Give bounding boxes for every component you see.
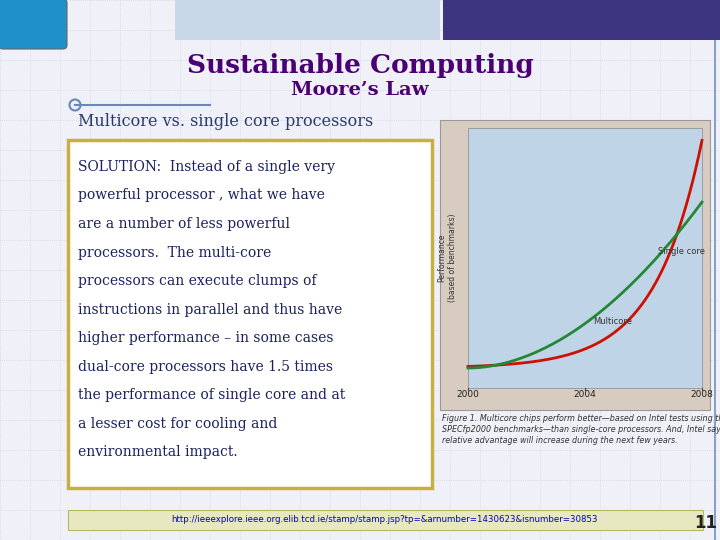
Text: a lesser cost for cooling and: a lesser cost for cooling and: [78, 417, 277, 431]
FancyBboxPatch shape: [0, 0, 67, 49]
Text: Performance
(based of benchmarks): Performance (based of benchmarks): [437, 214, 456, 302]
Text: the performance of single core and at: the performance of single core and at: [78, 388, 346, 402]
Text: Figure 1. Multicore chips perform better—based on Intel tests using the SPECint2: Figure 1. Multicore chips perform better…: [442, 414, 720, 423]
Text: 11: 11: [695, 514, 718, 532]
FancyBboxPatch shape: [443, 0, 720, 40]
Text: Single core: Single core: [658, 247, 705, 256]
Text: environmental impact.: environmental impact.: [78, 445, 238, 459]
Text: processors can execute clumps of: processors can execute clumps of: [78, 274, 317, 288]
Text: Sustainable Computing: Sustainable Computing: [186, 52, 534, 78]
FancyBboxPatch shape: [175, 0, 440, 40]
Text: Multicore: Multicore: [593, 316, 632, 326]
Text: instructions in parallel and thus have: instructions in parallel and thus have: [78, 302, 342, 316]
FancyBboxPatch shape: [68, 140, 432, 488]
Text: 2000: 2000: [456, 390, 480, 399]
Text: 2008: 2008: [690, 390, 714, 399]
Text: Multicore vs. single core processors: Multicore vs. single core processors: [78, 113, 373, 131]
Text: are a number of less powerful: are a number of less powerful: [78, 217, 290, 231]
FancyBboxPatch shape: [468, 128, 702, 388]
Text: powerful processor , what we have: powerful processor , what we have: [78, 188, 325, 202]
FancyBboxPatch shape: [440, 120, 710, 410]
Text: dual-core processors have 1.5 times: dual-core processors have 1.5 times: [78, 360, 333, 374]
Text: SPECfp2000 benchmarks—than single-core processors. And, Intel says, multicore ch: SPECfp2000 benchmarks—than single-core p…: [442, 425, 720, 434]
FancyBboxPatch shape: [68, 510, 703, 530]
Text: relative advantage will increase during the next few years.: relative advantage will increase during …: [442, 436, 678, 445]
Text: higher performance – in some cases: higher performance – in some cases: [78, 331, 333, 345]
Text: Moore’s Law: Moore’s Law: [291, 81, 429, 99]
Text: 2004: 2004: [574, 390, 596, 399]
Text: SOLUTION:  Instead of a single very: SOLUTION: Instead of a single very: [78, 160, 335, 174]
Text: processors.  The multi-core: processors. The multi-core: [78, 246, 271, 260]
Text: http://ieeexplore.ieee.org.elib.tcd.ie/stamp/stamp.jsp?tp=&arnumber=1430623&isnu: http://ieeexplore.ieee.org.elib.tcd.ie/s…: [172, 516, 598, 524]
